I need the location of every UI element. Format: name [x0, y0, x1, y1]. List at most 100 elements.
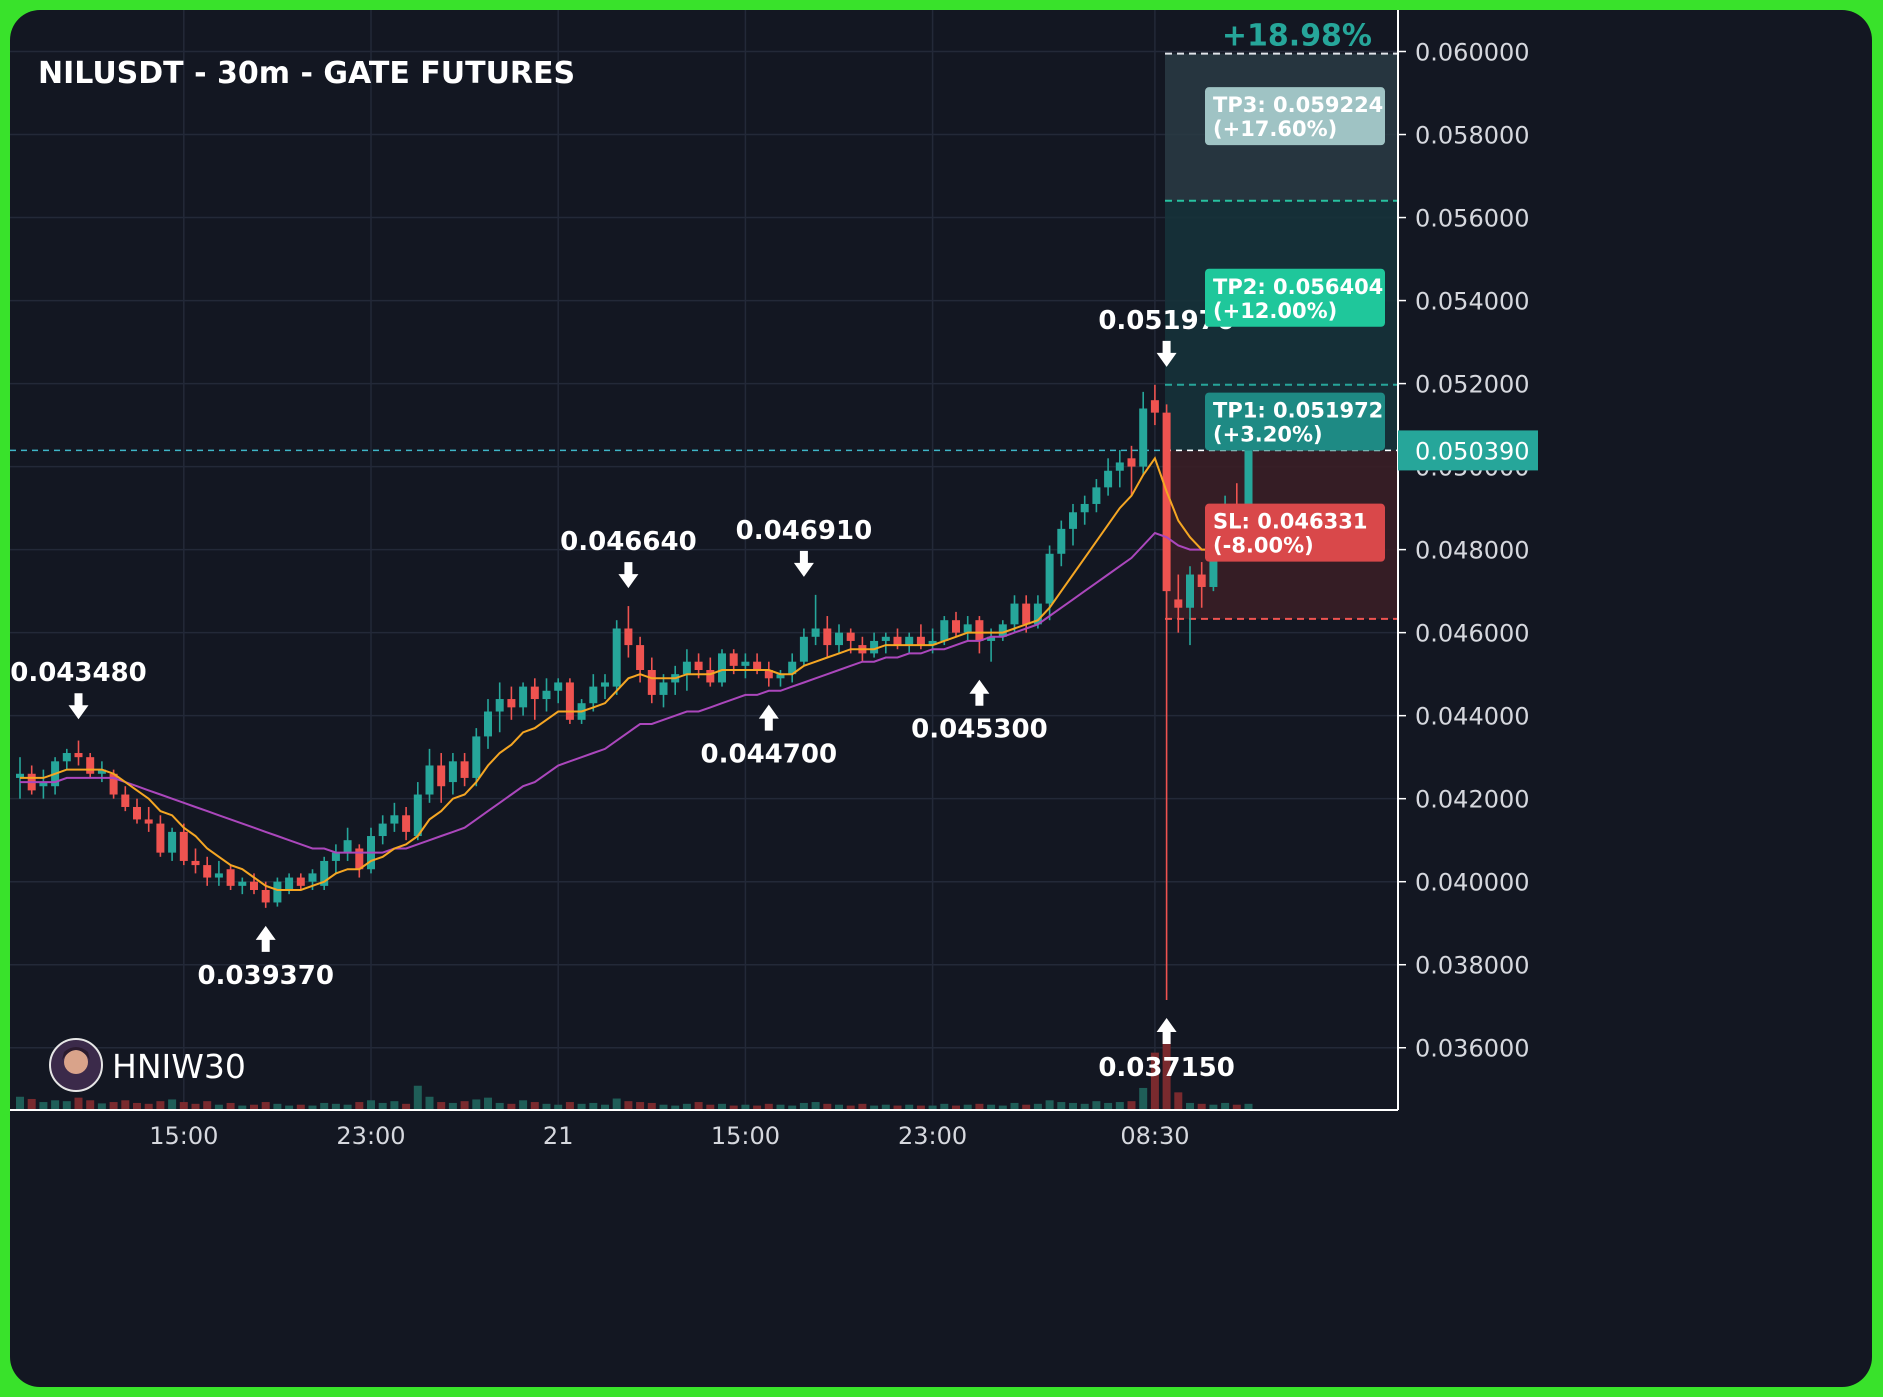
- volume-bar: [472, 1099, 481, 1110]
- candle-body: [811, 628, 820, 637]
- volume-bar: [250, 1104, 258, 1110]
- volume-bar: [39, 1102, 48, 1110]
- candle-body: [1127, 458, 1136, 467]
- candle-body: [1045, 553, 1054, 604]
- volume-bar: [624, 1101, 633, 1110]
- price-annotation: 0.046640: [560, 527, 697, 557]
- volume-bar: [612, 1098, 621, 1110]
- volume-bar: [495, 1102, 504, 1110]
- y-tick-label: 0.060000: [1415, 39, 1530, 67]
- volume-bar: [437, 1102, 446, 1110]
- watermark: HNIW30: [49, 1038, 246, 1092]
- volume-bar: [998, 1105, 1007, 1110]
- candle-body: [963, 624, 972, 633]
- candle-body: [799, 636, 808, 662]
- candle-body: [390, 815, 399, 824]
- candle-body: [706, 670, 715, 683]
- candle-body: [378, 823, 387, 837]
- volume-bar: [601, 1104, 609, 1110]
- candle-body: [542, 690, 551, 700]
- price-annotation: 0.044700: [701, 740, 838, 770]
- candle-body: [554, 682, 563, 691]
- candle-body: [1197, 574, 1206, 587]
- volume-bar: [156, 1101, 165, 1110]
- tp3-box: [1205, 87, 1385, 146]
- arrow-up-icon: [255, 925, 276, 952]
- candle-body: [776, 674, 785, 679]
- volume-bar: [168, 1099, 177, 1110]
- chart-frame: 0.043480 0.039370 0.046640 0.044700 0.046910…: [10, 10, 1872, 1387]
- volume-bar: [191, 1103, 200, 1110]
- volume-bar: [905, 1104, 914, 1110]
- volume-bar: [823, 1103, 832, 1110]
- volume-bar: [1080, 1103, 1089, 1110]
- volume-bar: [1010, 1102, 1019, 1110]
- price-annotations: 0.043480 0.039370 0.046640 0.044700 0.046910…: [10, 306, 1235, 1083]
- volume-bar: [940, 1103, 949, 1110]
- arrow-down-icon: [68, 693, 89, 720]
- volume-bar: [484, 1097, 492, 1110]
- y-tick-label: 0.056000: [1415, 205, 1530, 233]
- x-tick-label: 08:30: [1120, 1122, 1189, 1150]
- volume-bar: [741, 1104, 750, 1110]
- volume-bar: [1174, 1092, 1183, 1110]
- volume-bar: [565, 1102, 574, 1110]
- candle-body: [1139, 408, 1148, 467]
- x-tick-label: 15:00: [149, 1122, 218, 1150]
- candle-body: [624, 628, 633, 646]
- volume-bar: [343, 1104, 352, 1110]
- candle-body: [753, 661, 762, 670]
- volume-bar: [835, 1104, 843, 1110]
- tp3-percent: (+17.60%): [1213, 117, 1337, 141]
- volume-bar: [226, 1102, 235, 1110]
- axes: 0.060000 0.058000 0.056000 0.054000 0.052000…: [10, 10, 1538, 1150]
- tp1-box: [1205, 392, 1385, 451]
- chart-title: NILUSDT - 30m - GATE FUTURES: [38, 56, 575, 91]
- last-price-label: 0.050390: [1415, 437, 1530, 465]
- candle-body: [97, 769, 106, 774]
- volume-bar: [799, 1102, 808, 1110]
- candle-body: [1104, 470, 1113, 488]
- candle-body: [39, 782, 48, 787]
- volume-bar: [121, 1100, 130, 1110]
- volume-bar: [729, 1105, 738, 1110]
- candle-body: [659, 682, 668, 695]
- price-annotation: 0.039370: [197, 961, 334, 991]
- candle-body: [402, 815, 411, 832]
- volume-bar: [858, 1103, 867, 1110]
- volume-bar: [425, 1096, 434, 1110]
- volume-bar: [507, 1103, 516, 1110]
- candle-body: [764, 670, 773, 679]
- x-tick-label: 21: [543, 1122, 574, 1150]
- volume-bar: [1127, 1101, 1136, 1110]
- volume-bar: [16, 1096, 24, 1110]
- candle-body: [179, 831, 188, 861]
- candle-body: [682, 661, 691, 675]
- volume-bar: [367, 1100, 375, 1110]
- volume-bar: [519, 1100, 528, 1110]
- candle-body: [788, 661, 797, 675]
- y-tick-label: 0.046000: [1415, 620, 1530, 648]
- watermark-name: HNIW30: [112, 1047, 246, 1086]
- candle-body: [86, 757, 95, 774]
- candle-body: [484, 711, 492, 737]
- candle-body: [425, 765, 434, 795]
- volume-bar: [893, 1105, 902, 1110]
- candle-body: [1244, 450, 1253, 513]
- total-gain-label: +18.98%: [1222, 19, 1372, 54]
- volume-bar: [975, 1103, 984, 1110]
- volume-bar: [74, 1097, 83, 1110]
- volume-bar: [97, 1103, 106, 1110]
- volume-bar: [320, 1102, 329, 1110]
- candle-body: [1174, 599, 1183, 608]
- volume-bar: [1045, 1100, 1054, 1110]
- volume-bar: [1197, 1103, 1206, 1110]
- volume-bar: [1057, 1102, 1066, 1110]
- volume-bar: [530, 1102, 539, 1110]
- volume-bar: [647, 1102, 656, 1110]
- candlestick-chart[interactable]: 0.043480 0.039370 0.046640 0.044700 0.046910…: [10, 10, 1872, 1387]
- tp1-label: TP1: 0.051972: [1213, 399, 1383, 423]
- volume-bars: [16, 1035, 1253, 1110]
- volume-bar: [1162, 1035, 1171, 1110]
- candle-body: [413, 794, 422, 837]
